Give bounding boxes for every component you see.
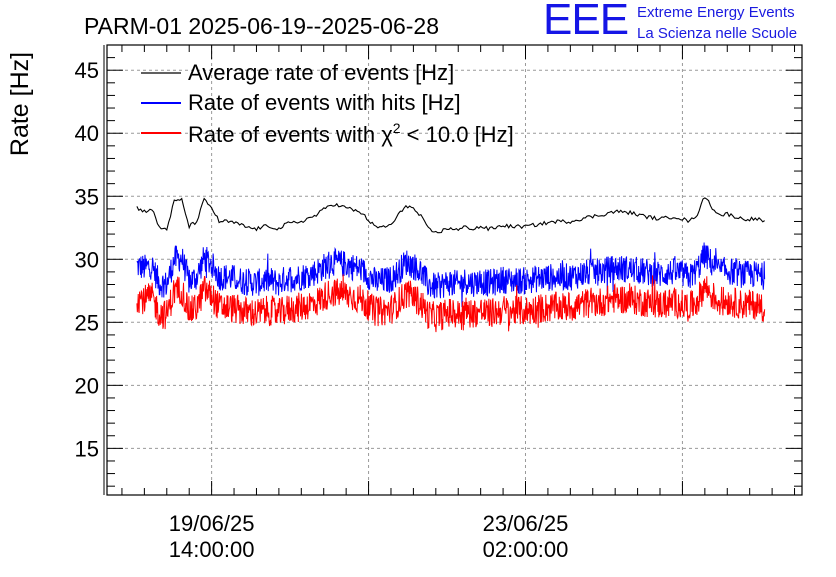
y-tick-label: 30	[75, 247, 99, 272]
y-tick-label: 20	[75, 373, 99, 398]
legend-label-avg: Average rate of events [Hz]	[188, 60, 454, 85]
series-hits	[136, 242, 766, 308]
x-tick-label-time: 02:00:00	[483, 537, 569, 562]
legend: Average rate of events [Hz] Rate of even…	[141, 60, 514, 147]
plot-frame	[106, 44, 803, 496]
series-chi2	[136, 274, 766, 333]
x-tick-label-date: 19/06/25	[169, 511, 255, 536]
x-tick-label-date: 23/06/25	[483, 511, 569, 536]
x-tick-label-time: 14:00:00	[169, 537, 255, 562]
y-tick-label: 25	[75, 310, 99, 335]
legend-label-chi2-sup: 2	[393, 120, 401, 136]
eee-logo: EEE Extreme Energy Events La Scienza nel…	[543, 0, 833, 46]
legend-label-chi2: Rate of events with χ2 < 10.0 [Hz]	[188, 120, 514, 147]
eee-logo-letters: EEE	[543, 0, 629, 44]
y-tick-label: 35	[75, 184, 99, 209]
y-tick-label: 40	[75, 121, 99, 146]
chart-title: PARM-01 2025-06-19--2025-06-28	[84, 13, 439, 39]
grid-layer	[107, 45, 802, 495]
series-avg	[136, 197, 765, 234]
legend-label-hits: Rate of events with hits [Hz]	[188, 90, 461, 115]
y-tick-label: 15	[75, 436, 99, 461]
legend-label-chi2-rest: < 10.0 [Hz]	[401, 122, 514, 147]
eee-logo-line2: La Scienza nelle Scuole	[637, 25, 798, 42]
y-tick-label: 45	[75, 58, 99, 83]
legend-label-chi2-main: Rate of events with χ	[188, 122, 393, 147]
y-axis-label: Rate [Hz]	[6, 52, 34, 156]
series-layer	[136, 197, 766, 333]
eee-logo-line1: Extreme Energy Events	[637, 4, 795, 21]
